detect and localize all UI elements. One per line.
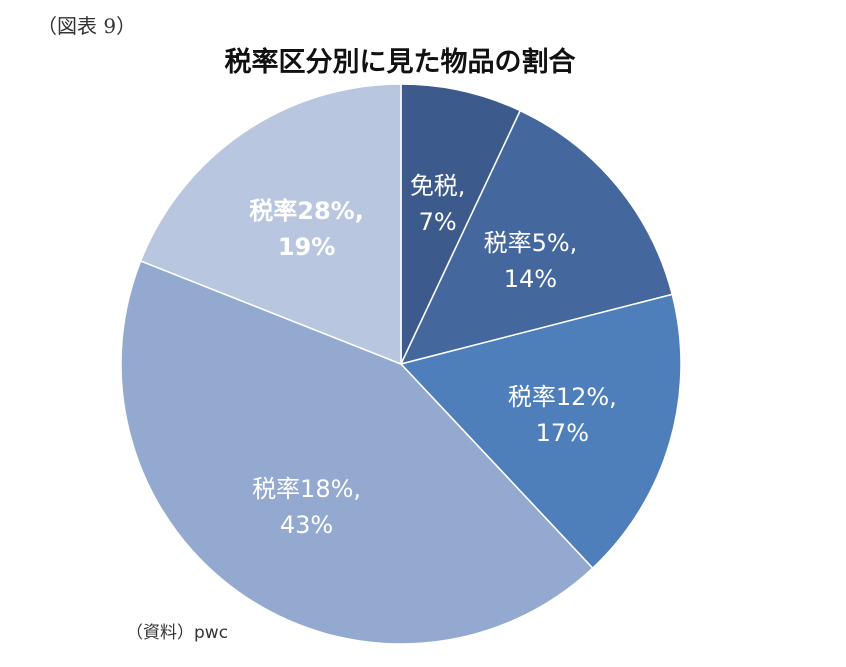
pie-slice-4	[139, 83, 402, 366]
slice-label-0: 免税, 7%	[410, 172, 466, 236]
pie-labels: 免税, 7% 税率5%, 14% 税率12%, 17% 税率18%, 43% 税率28%, 19%	[249, 172, 617, 539]
chart-title: 税率区分別に見た物品の割合	[224, 47, 576, 78]
pie-slices	[120, 83, 682, 645]
pie-slice-3	[120, 259, 594, 645]
slice-label-1: 税率5%, 14%	[484, 229, 578, 293]
slice-label-2: 税率12%, 17%	[508, 383, 617, 447]
source-note: （資料）pwc	[126, 623, 229, 643]
slice-value-label: 17%	[536, 419, 589, 447]
slice-category-label: 税率18%,	[252, 475, 361, 503]
slice-value-label: 14%	[504, 265, 557, 293]
pie-slice-0	[400, 83, 522, 365]
slice-value-label: 19%	[278, 233, 335, 261]
pie-slice-2	[399, 293, 682, 570]
slice-label-4: 税率28%, 19%	[249, 197, 364, 261]
slice-category-label: 税率5%,	[484, 229, 578, 257]
pie-slice-1	[399, 109, 674, 366]
slice-value-label: 7%	[419, 208, 457, 236]
slice-category-label: 税率28%,	[249, 197, 364, 225]
slice-value-label: 43%	[280, 511, 333, 539]
slice-category-label: 免税,	[410, 172, 466, 200]
figure-label: （図表 9）	[37, 14, 137, 38]
slice-label-3: 税率18%, 43%	[252, 475, 361, 539]
slice-category-label: 税率12%,	[508, 383, 617, 411]
